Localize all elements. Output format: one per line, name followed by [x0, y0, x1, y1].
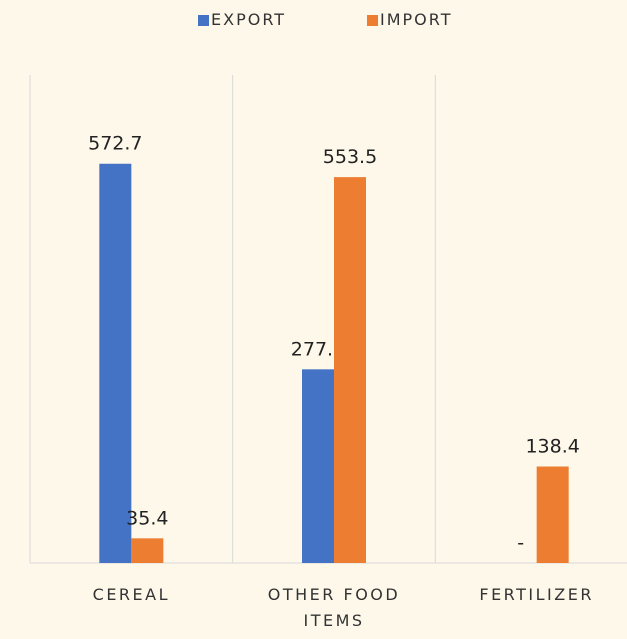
data-label: 572.7	[88, 133, 142, 155]
data-label: 277.8	[291, 338, 345, 360]
data-label: 138.4	[525, 436, 579, 458]
legend-label: IMPORT	[380, 10, 453, 29]
data-label: 35.4	[126, 507, 168, 529]
legend-swatch	[367, 15, 378, 26]
x-tick-label: CEREAL	[92, 585, 171, 604]
data-label: 553.5	[323, 146, 377, 168]
bar	[334, 177, 366, 564]
bar	[99, 163, 132, 564]
x-tick-label: OTHER FOOD ITEMS	[267, 585, 401, 630]
data-label: -	[517, 532, 524, 554]
legend-swatch	[198, 15, 209, 26]
x-tick-label: FERTILIZER	[479, 585, 594, 604]
bar	[302, 369, 334, 563]
legend-label: EXPORT	[211, 10, 287, 29]
bar	[536, 466, 569, 563]
bar	[131, 538, 164, 563]
